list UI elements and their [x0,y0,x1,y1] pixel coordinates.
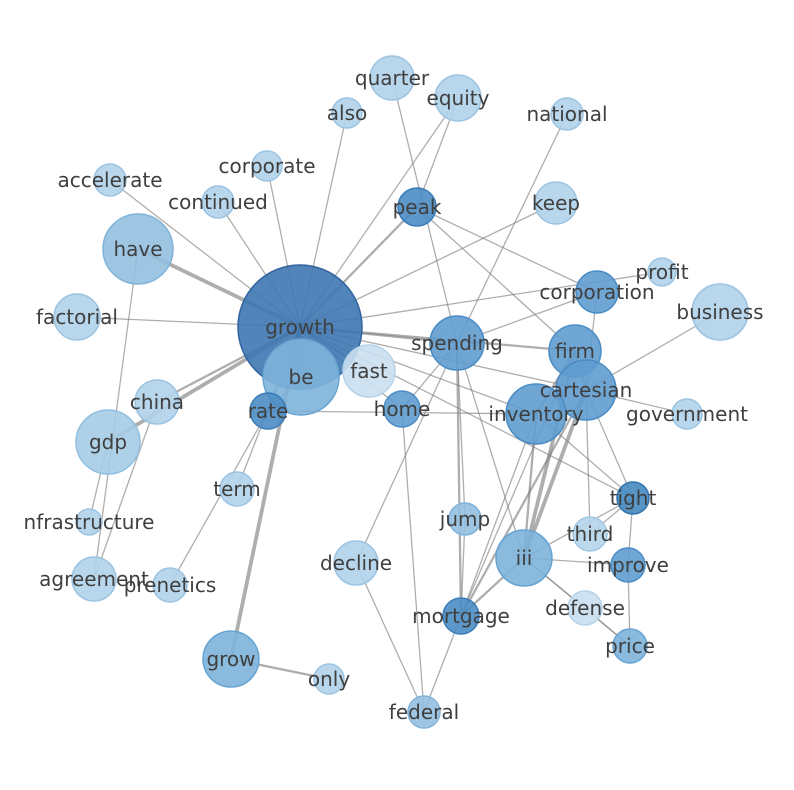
node-label-agreement: agreement [39,567,149,591]
node-label-gdp: gdp [89,430,127,454]
node-label-national: national [526,102,607,126]
node-grow [202,630,260,688]
node-term [219,471,255,507]
edge-cartesian-mortgage [459,389,588,617]
node-label-be: be [289,365,314,389]
node-iii [495,529,553,587]
node-label-government: government [626,402,748,426]
node-peak [397,187,437,227]
node-label-continued: continued [168,190,268,214]
node-profit [647,257,677,287]
node-corporation [575,270,619,314]
node-business [691,283,749,341]
edge-inventory-mortgage [460,413,537,617]
node-factorial [53,293,101,341]
node-label-corporation: corporation [539,280,654,304]
edge-spending-mortgage [455,342,463,617]
node-label-growth: growth [265,315,335,339]
node-label-factorial: factorial [36,305,118,329]
edge-spending-jump [456,342,466,520]
node-accelerate [93,163,127,197]
node-label-home: home [374,397,431,421]
node-label-federal: federal [389,700,459,724]
node-label-equity: equity [427,86,490,110]
node-have [102,213,174,285]
node-label-fast: fast [350,359,388,383]
node-label-cartesian: cartesian [540,378,633,402]
node-defense [567,590,603,626]
node-label-rate: rate [248,399,289,423]
node-label-accelerate: accelerate [57,168,162,192]
node-label-decline: decline [320,551,392,575]
edge-peak-firm [416,206,576,352]
node-home [383,390,421,428]
node-label-iii: iii [516,546,533,570]
node-label-prenetics: prenetics [124,573,217,597]
node-label-business: business [676,300,763,324]
node-label-firm: firm [555,339,595,363]
node-label-peak: peak [393,195,442,219]
node-national [550,97,584,131]
node-label-mortgage: mortgage [412,604,510,628]
node-label-jump: jump [439,507,490,531]
nodes-layer [53,55,749,729]
node-label-improve: improve [587,553,669,577]
edge-decline-federal [355,562,425,713]
node-label-tight: tight [610,486,657,510]
node-label-only: only [308,667,350,691]
node-label-grow: grow [206,647,255,671]
node-quarter [369,55,415,101]
node-federal [407,695,441,729]
node-gdp [75,409,141,475]
edge-peak-corporation [416,206,598,293]
node-jump [448,502,482,536]
node-tight [616,481,650,515]
node-be [262,338,340,416]
node-label-term: term [213,477,261,501]
node-label-also: also [327,101,367,125]
node-prenetics [152,567,188,603]
node-only [313,663,345,695]
edge-spending-decline [355,342,458,564]
node-continued [201,185,235,219]
node-inventory [505,383,567,445]
node-label-profit: profit [635,260,688,284]
node-label-china: china [130,390,184,414]
node-government [671,398,703,430]
node-label-keep: keep [532,191,580,215]
edge-china-agreement [93,401,158,580]
node-decline [333,540,379,586]
node-agreement [71,556,117,602]
node-label-defense: defense [545,596,625,620]
node-mortgage [442,597,480,635]
node-fast [342,344,396,398]
node-equity [434,74,482,122]
node-label-price: price [605,634,655,658]
node-also [331,97,363,129]
node-keep [534,181,578,225]
edge-home-federal [401,408,425,713]
node-china [134,379,180,425]
node-corporate [251,150,283,182]
node-nfrastructure [75,508,103,536]
node-label-third: third [567,522,614,546]
node-label-corporate: corporate [218,154,315,178]
node-cartesian [555,359,617,421]
node-price [612,628,648,664]
node-third [572,516,608,552]
node-label-spending: spending [411,331,503,355]
edge-national-spending [456,113,568,344]
node-label-quarter: quarter [355,66,430,90]
node-improve [610,547,646,583]
edge-rate-prenetics [169,410,269,586]
node-label-nfrastructure: nfrastructure [24,510,155,534]
node-label-inventory: inventory [488,402,583,426]
node-spending [429,315,485,371]
node-rate [249,392,287,430]
node-label-have: have [113,237,162,261]
